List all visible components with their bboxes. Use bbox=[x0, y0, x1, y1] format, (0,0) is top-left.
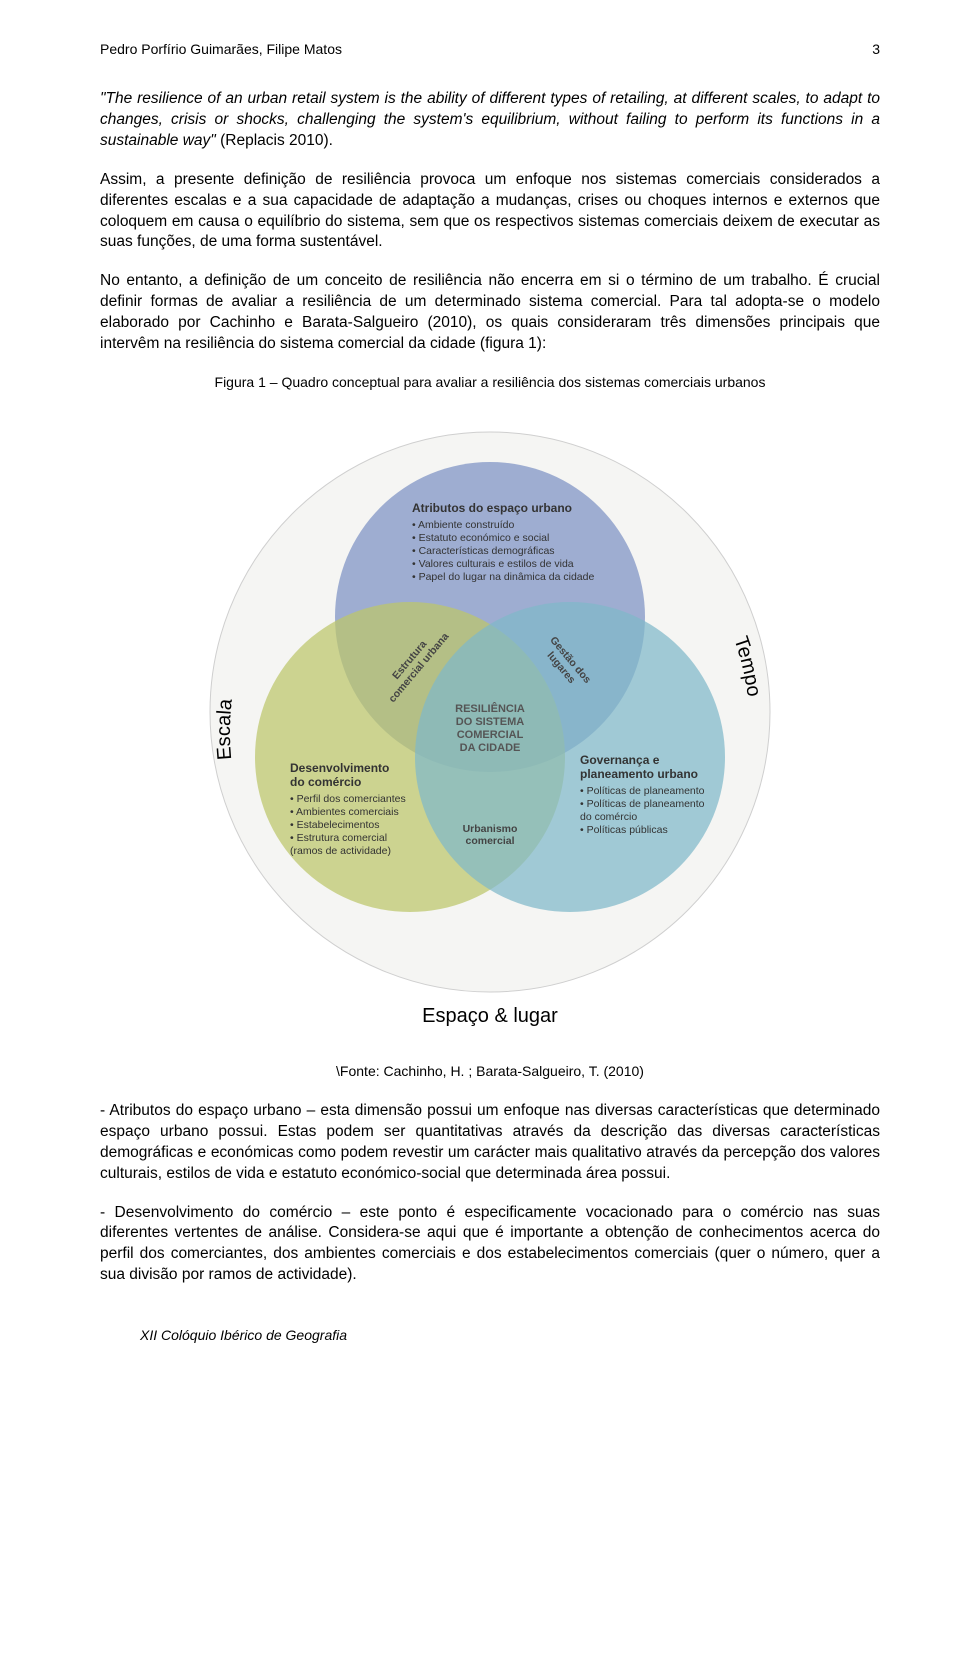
svg-text:Escala: Escala bbox=[213, 697, 237, 761]
page-number: 3 bbox=[872, 40, 880, 59]
svg-text:COMERCIAL: COMERCIAL bbox=[457, 729, 524, 741]
svg-text:Atributos do espaço urbano: Atributos do espaço urbano bbox=[412, 501, 572, 515]
svg-text:• Políticas públicas: • Políticas públicas bbox=[580, 824, 668, 836]
svg-text:comercial: comercial bbox=[465, 835, 514, 847]
svg-text:• Ambientes comerciais: • Ambientes comerciais bbox=[290, 806, 399, 818]
svg-text:Espaço & lugar: Espaço & lugar bbox=[422, 1005, 558, 1027]
svg-text:• Estatuto económico e social: • Estatuto económico e social bbox=[412, 532, 549, 544]
paragraph-quote: "The resilience of an urban retail syste… bbox=[100, 89, 880, 152]
paragraph-3: No entanto, a definição de um conceito d… bbox=[100, 271, 880, 355]
svg-text:• Estrutura comercial: • Estrutura comercial bbox=[290, 832, 387, 844]
svg-text:• Políticas de planeamento: • Políticas de planeamento bbox=[580, 785, 705, 797]
figure-source: \Fonte: Cachinho, H. ; Barata-Salgueiro,… bbox=[100, 1062, 880, 1081]
svg-text:• Perfil dos comerciantes: • Perfil dos comerciantes bbox=[290, 793, 406, 805]
svg-text:DA CIDADE: DA CIDADE bbox=[460, 742, 521, 754]
svg-text:• Estabelecimentos: • Estabelecimentos bbox=[290, 819, 379, 831]
paragraph-2: Assim, a presente definição de resiliênc… bbox=[100, 170, 880, 254]
venn-diagram: EscalaTempoEspaço & lugarAtributos do es… bbox=[180, 412, 800, 1032]
svg-text:(ramos de actividade): (ramos de actividade) bbox=[290, 845, 391, 857]
svg-text:RESILIÊNCIA: RESILIÊNCIA bbox=[455, 702, 525, 715]
svg-text:DO SISTEMA: DO SISTEMA bbox=[456, 716, 525, 728]
paragraph-4: - Atributos do espaço urbano – esta dime… bbox=[100, 1101, 880, 1185]
svg-text:do comércio: do comércio bbox=[580, 811, 637, 823]
footer-text: XII Colóquio Ibérico de Geografia bbox=[140, 1326, 880, 1345]
quote-cite: (Replacis 2010). bbox=[216, 132, 333, 149]
svg-text:• Valores culturais e estilos: • Valores culturais e estilos de vida bbox=[412, 558, 574, 570]
svg-text:do comércio: do comércio bbox=[290, 775, 361, 789]
svg-text:• Ambiente construído: • Ambiente construído bbox=[412, 519, 514, 531]
svg-text:• Políticas de planeamento: • Políticas de planeamento bbox=[580, 798, 705, 810]
authors: Pedro Porfírio Guimarães, Filipe Matos bbox=[100, 41, 342, 57]
svg-text:• Papel do lugar na dinâmica d: • Papel do lugar na dinâmica da cidade bbox=[412, 571, 594, 583]
figure-caption: Figura 1 – Quadro conceptual para avalia… bbox=[100, 373, 880, 392]
page-header: Pedro Porfírio Guimarães, Filipe Matos 3 bbox=[100, 40, 880, 59]
svg-text:Desenvolvimento: Desenvolvimento bbox=[290, 761, 389, 775]
svg-text:Governança e: Governança e bbox=[580, 753, 660, 767]
svg-text:• Características demográficas: • Características demográficas bbox=[412, 545, 555, 557]
paragraph-5: - Desenvolvimento do comércio – este pon… bbox=[100, 1203, 880, 1287]
svg-text:planeamento urbano: planeamento urbano bbox=[580, 767, 698, 781]
svg-text:Urbanismo: Urbanismo bbox=[463, 823, 518, 835]
